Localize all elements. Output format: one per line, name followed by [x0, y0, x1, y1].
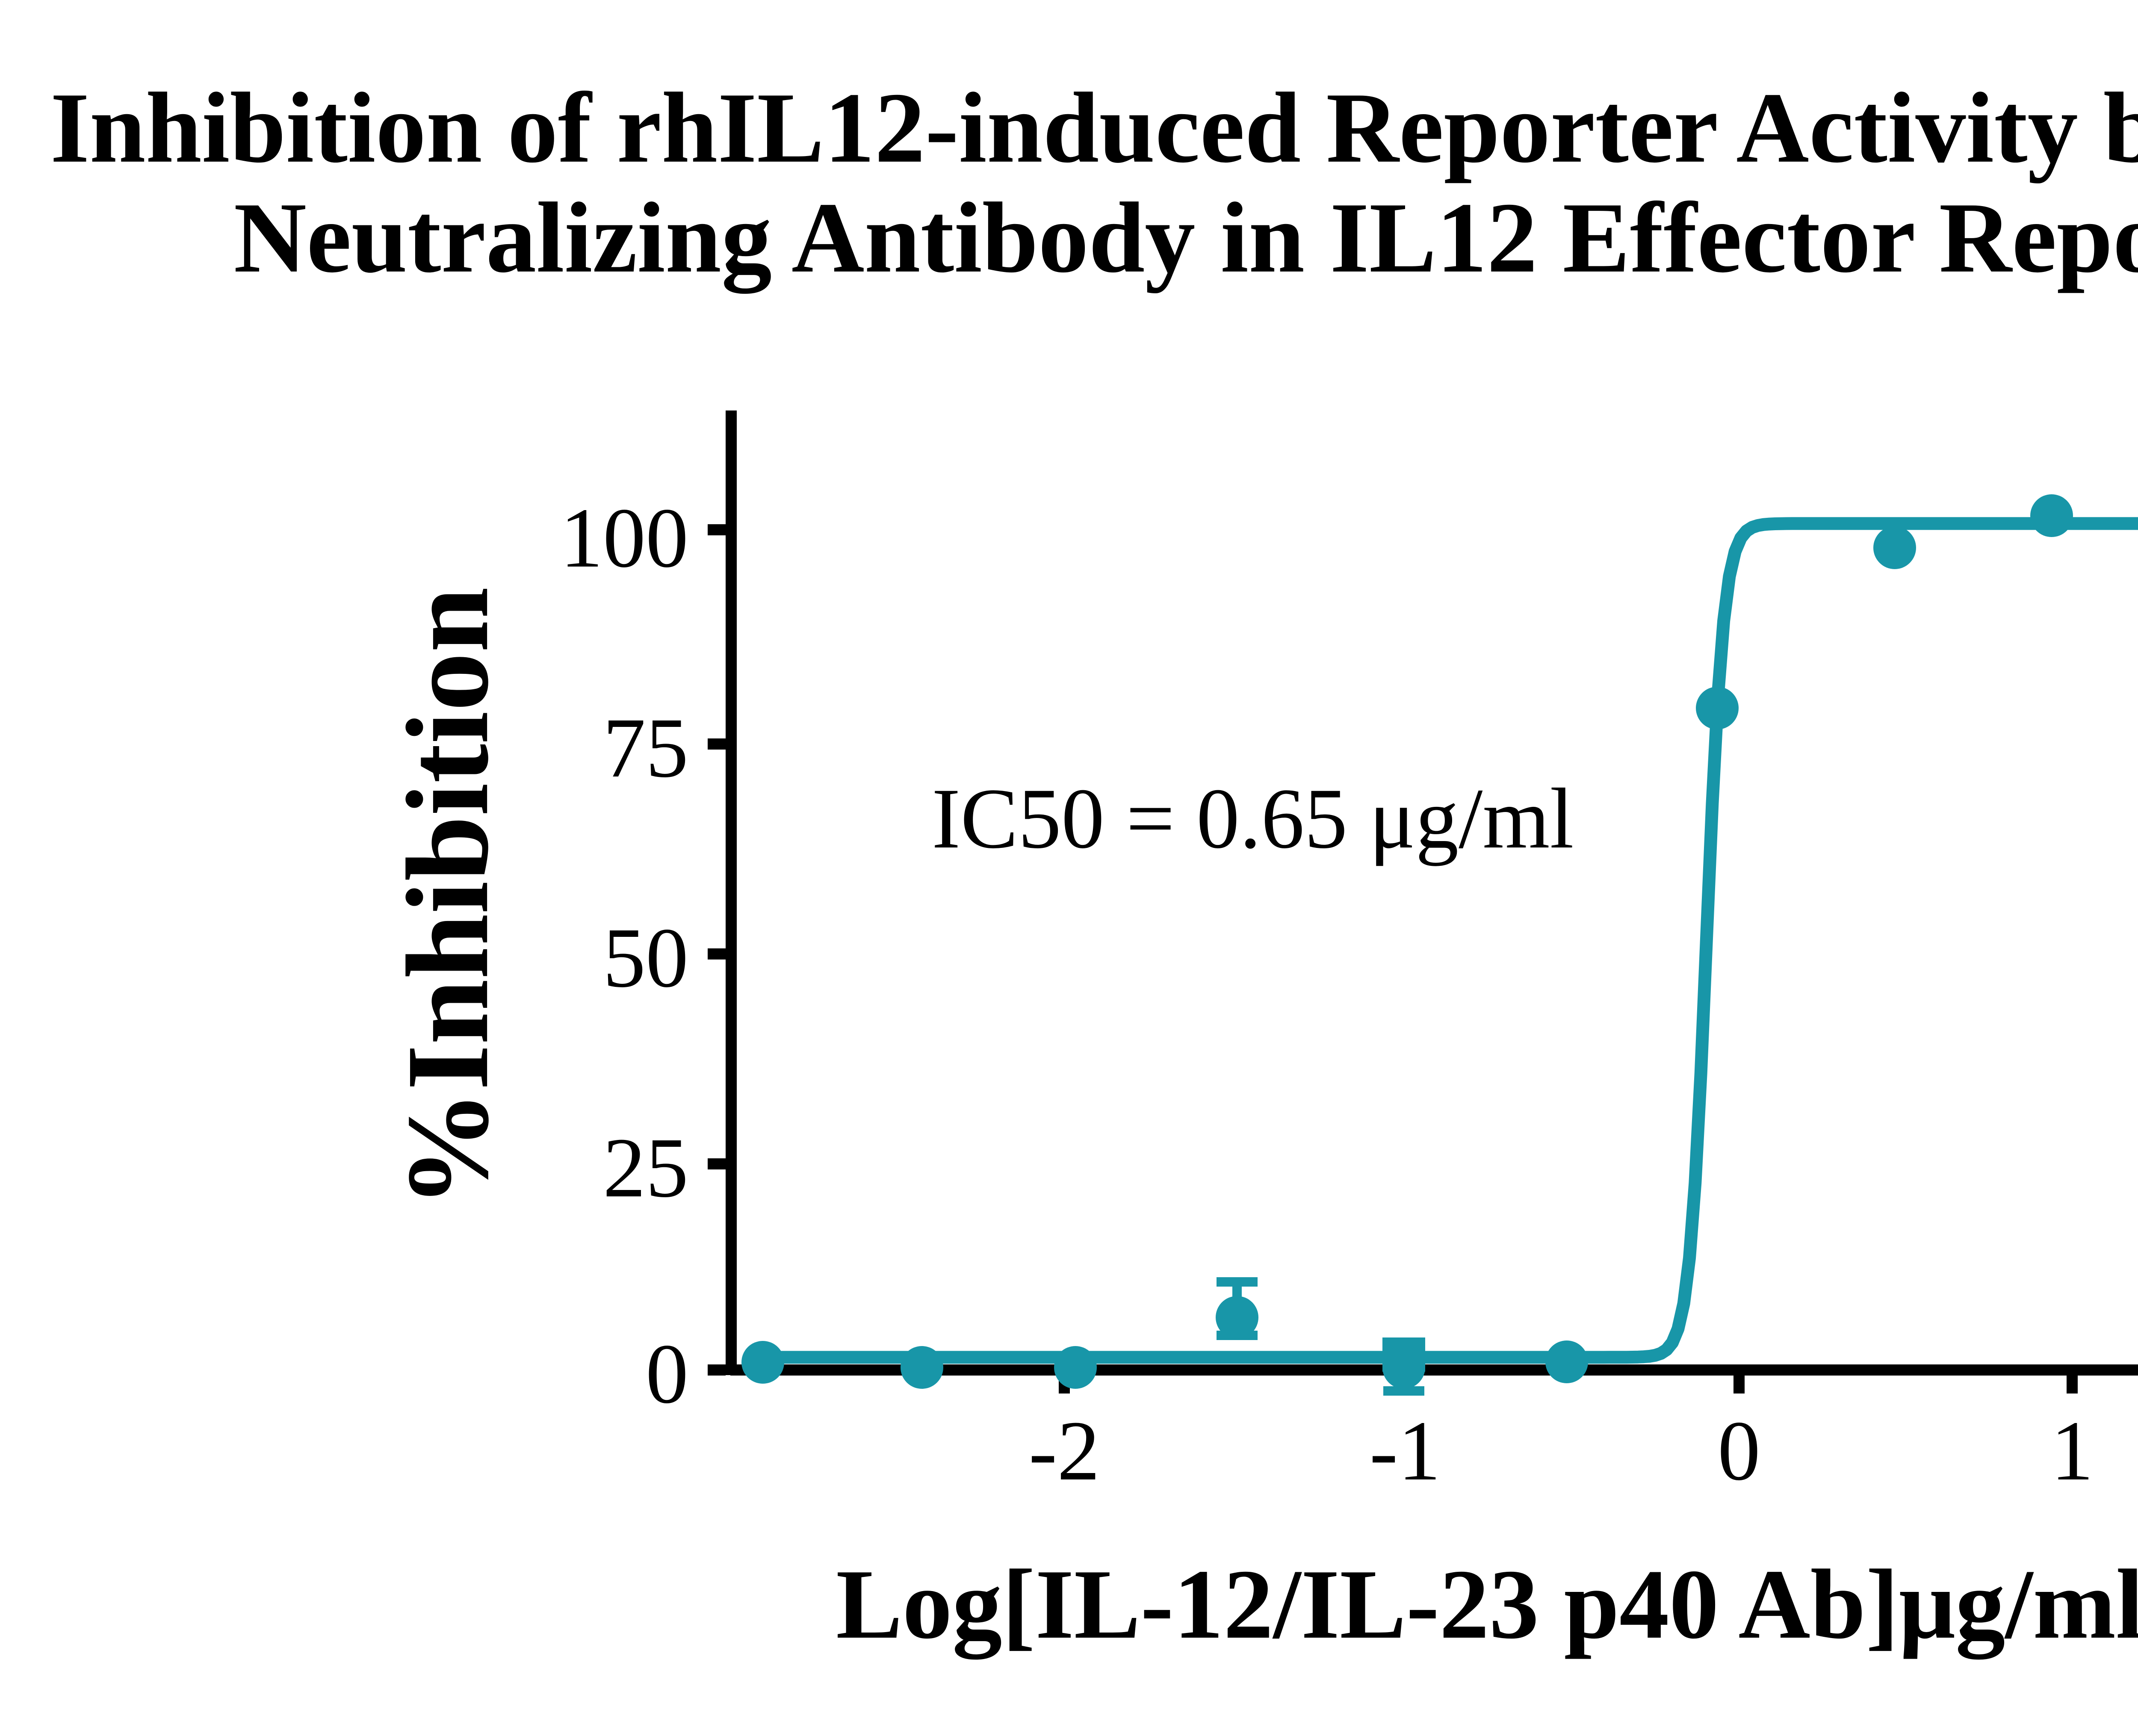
svg-text:0: 0 — [1718, 1404, 1760, 1498]
svg-text:100: 100 — [560, 491, 688, 585]
svg-text:50: 50 — [603, 911, 688, 1005]
svg-text:1: 1 — [2051, 1404, 2094, 1498]
svg-text:Log[IL-12/IL-23 p40 Ab]μg/ml: Log[IL-12/IL-23 p40 Ab]μg/ml — [836, 1549, 2138, 1660]
svg-text:75: 75 — [603, 701, 688, 795]
svg-text:0: 0 — [646, 1327, 688, 1421]
svg-text:25: 25 — [603, 1121, 688, 1215]
svg-text:IC50 = 0.65 μg/ml: IC50 = 0.65 μg/ml — [932, 771, 1574, 866]
svg-text:-2: -2 — [1029, 1404, 1100, 1498]
svg-text:%Inhibition: %Inhibition — [383, 587, 513, 1208]
svg-text:-1: -1 — [1370, 1404, 1441, 1498]
